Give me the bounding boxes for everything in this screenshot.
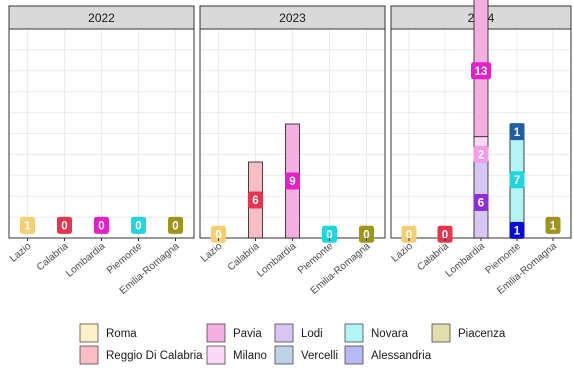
value-label: 1 [514, 127, 521, 139]
legend-label: Piacenza [458, 328, 506, 340]
value-label: 9 [289, 176, 295, 188]
value-label-box [57, 216, 72, 234]
value-label: 6 [478, 198, 484, 210]
value-label: 0 [326, 229, 332, 241]
value-label-box [359, 225, 374, 243]
legend-label: Pavia [233, 328, 262, 340]
legend-label: Reggio Di Calabria [106, 350, 203, 362]
value-label: 2 [478, 150, 484, 162]
value-label: 13 [475, 66, 488, 78]
facet-title: 2023 [279, 11, 306, 25]
x-tick-label: Calabria [35, 241, 71, 274]
x-tick-label: Calabria [226, 241, 262, 274]
value-label-box [211, 225, 226, 243]
x-tick-label: Lazio [390, 241, 416, 265]
value-label-box [509, 171, 525, 189]
x-tick-label: Lombardia [444, 241, 488, 280]
legend-label: Milano [233, 350, 267, 362]
legend-label: Alessandria [371, 350, 432, 362]
legend-label: Vercelli [301, 350, 338, 362]
value-label-box [20, 216, 35, 234]
value-label: 0 [363, 229, 369, 241]
legend-swatch [274, 323, 294, 343]
legend-swatch [344, 345, 364, 365]
value-label: 0 [442, 229, 448, 241]
value-label: 0 [61, 221, 67, 233]
legend-swatch [206, 345, 226, 365]
value-label: 0 [98, 221, 104, 233]
value-label-box [322, 225, 337, 243]
value-label-box [471, 62, 491, 80]
value-label: 1 [24, 221, 31, 233]
panel-2024: 20240062131711LazioCalabriaLombardiaPiem… [390, 0, 572, 297]
value-label-box [131, 216, 146, 234]
value-label-box [473, 145, 489, 163]
x-tick-label: Lazio [8, 241, 34, 265]
value-label-box [509, 123, 525, 141]
legend-swatch [431, 323, 451, 343]
value-label-box [168, 216, 183, 234]
legend-label: Roma [106, 328, 137, 340]
value-label-box [285, 172, 300, 190]
value-label: 0 [172, 221, 178, 233]
value-label-box [437, 225, 453, 243]
value-label: 1 [514, 226, 521, 238]
value-label-box [545, 216, 561, 234]
value-label-box [401, 225, 417, 243]
value-label: 0 [135, 221, 141, 233]
x-tick-label: Lazio [199, 241, 225, 265]
value-label-box [248, 191, 263, 209]
x-tick-label: Lombardia [255, 241, 299, 280]
value-label-box [94, 216, 109, 234]
value-label-box [473, 194, 489, 212]
legend-swatch [79, 323, 99, 343]
value-label: 0 [215, 229, 221, 241]
x-tick-label: Lombardia [64, 241, 108, 280]
legend-swatch [206, 323, 226, 343]
legend-label: Novara [371, 328, 409, 340]
value-label-box [509, 221, 525, 239]
legend: Roma Reggio Di Calabria Pavia Milano Lodi Ver… [79, 323, 506, 365]
legend-swatch [274, 345, 294, 365]
value-label: 6 [252, 195, 258, 207]
value-label: 0 [406, 229, 412, 241]
legend-swatch [79, 345, 99, 365]
legend-swatch [344, 323, 364, 343]
value-label: 1 [550, 221, 557, 233]
facet-title: 2022 [88, 11, 115, 25]
value-label: 7 [514, 175, 520, 187]
legend-label: Lodi [301, 328, 323, 340]
